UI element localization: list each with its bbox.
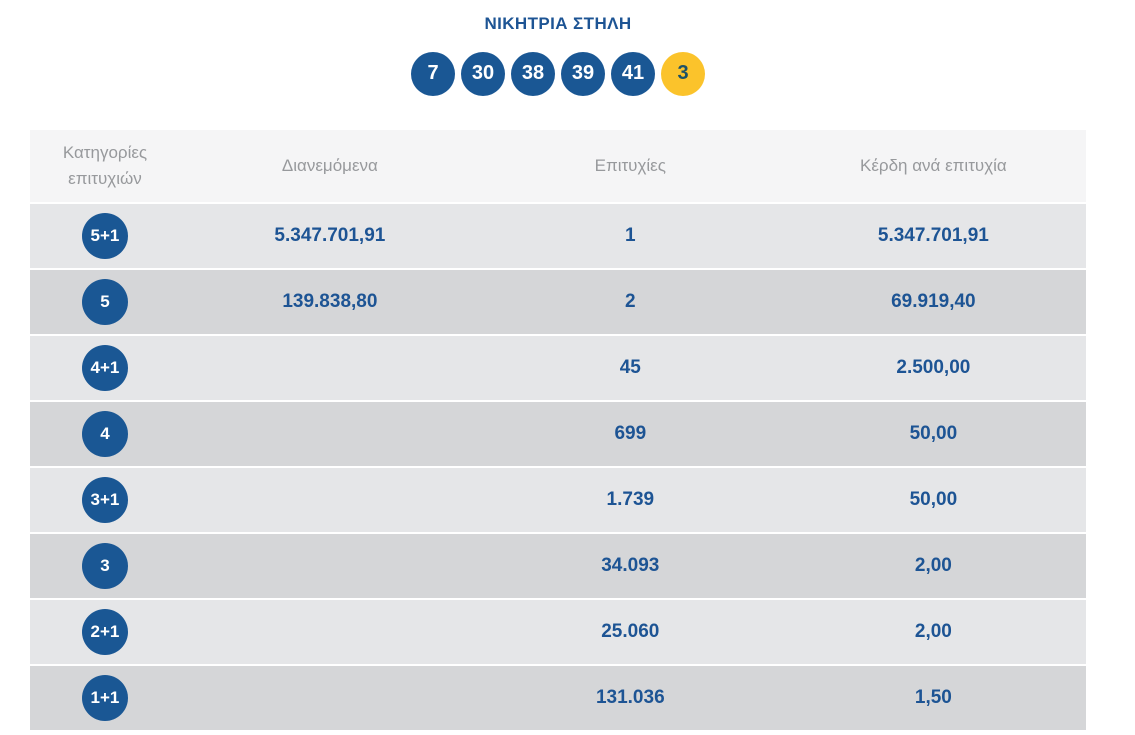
category-cell: 1+1 xyxy=(30,666,180,730)
category-cell: 3+1 xyxy=(30,468,180,532)
prize-cell: 2,00 xyxy=(914,621,952,642)
column-header-categories: Κατηγορίες επιτυχιών xyxy=(62,142,148,188)
table-row: 2+1 25.060 2,00 xyxy=(30,600,1086,664)
distributed-cell xyxy=(180,336,480,400)
winners-cell: 34.093 xyxy=(601,555,660,576)
prize-cell: 2,00 xyxy=(914,555,952,576)
winning-number-ball: 30 xyxy=(461,51,505,96)
winning-number-ball: 41 xyxy=(611,51,655,96)
column-header-prize: Κέρδη ανά επιτυχία xyxy=(860,155,1007,175)
distributed-cell xyxy=(180,600,480,664)
category-badge: 2+1 xyxy=(81,609,128,655)
winning-number-ball: 39 xyxy=(561,51,605,96)
category-badge: 5 xyxy=(81,279,128,325)
winning-number-ball: 38 xyxy=(511,51,555,96)
column-header-distributed: Διανεμόμενα xyxy=(281,155,378,175)
distributed-cell: 139.838,80 xyxy=(282,291,378,312)
prize-cell: 2.500,00 xyxy=(896,357,971,378)
joker-results-page: ΝΙΚΗΤΡΙΑ ΣΤΗΛΗ 7 30 38 39 41 3 Κατηγορίες επι… xyxy=(30,0,1086,730)
table-row: 5 139.838,80 2 69.919,40 xyxy=(30,270,1086,334)
winners-cell: 699 xyxy=(614,423,647,444)
table-row: 4 699 50,00 xyxy=(30,402,1086,466)
prize-cell: 50,00 xyxy=(909,423,958,444)
prize-cell: 50,00 xyxy=(909,489,958,510)
winners-cell: 45 xyxy=(619,357,641,378)
table-row: 3+1 1.739 50,00 xyxy=(30,468,1086,532)
category-cell: 4+1 xyxy=(30,336,180,400)
results-table-header: Κατηγορίες επιτυχιών Διανεμόμενα Επιτυχί… xyxy=(30,130,1086,202)
prize-cell: 1,50 xyxy=(914,687,952,708)
page-title: ΝΙΚΗΤΡΙΑ ΣΤΗΛΗ xyxy=(484,14,632,33)
winners-cell: 1 xyxy=(625,225,636,246)
distributed-cell xyxy=(180,666,480,730)
distributed-cell xyxy=(180,402,480,466)
category-badge: 4+1 xyxy=(81,345,128,391)
winners-cell: 1.739 xyxy=(606,489,655,510)
distributed-cell xyxy=(180,534,480,598)
distributed-cell xyxy=(180,468,480,532)
category-cell: 3 xyxy=(30,534,180,598)
category-cell: 4 xyxy=(30,402,180,466)
category-cell: 2+1 xyxy=(30,600,180,664)
winners-cell: 25.060 xyxy=(601,621,660,642)
column-header-winners: Επιτυχίες xyxy=(594,155,666,175)
table-row: 1+1 131.036 1,50 xyxy=(30,666,1086,730)
results-table: Κατηγορίες επιτυχιών Διανεμόμενα Επιτυχί… xyxy=(30,130,1086,730)
category-badge: 3 xyxy=(81,543,128,589)
prize-cell: 5.347.701,91 xyxy=(877,225,989,246)
category-badge: 3+1 xyxy=(81,477,128,523)
table-row: 3 34.093 2,00 xyxy=(30,534,1086,598)
distributed-cell: 5.347.701,91 xyxy=(274,225,386,246)
category-badge: 4 xyxy=(81,411,128,457)
winning-numbers: 7 30 38 39 41 3 xyxy=(30,51,1086,96)
results-table-body: 5+1 5.347.701,91 1 5.347.701,91 5 139.83… xyxy=(30,204,1086,730)
category-cell: 5 xyxy=(30,270,180,334)
winners-cell: 2 xyxy=(625,291,636,312)
category-badge: 5+1 xyxy=(81,213,128,259)
category-cell: 5+1 xyxy=(30,204,180,268)
category-badge: 1+1 xyxy=(81,675,128,721)
winning-number-ball: 7 xyxy=(411,51,455,96)
joker-number-ball: 3 xyxy=(661,51,705,96)
table-row: 5+1 5.347.701,91 1 5.347.701,91 xyxy=(30,204,1086,268)
prize-cell: 69.919,40 xyxy=(891,291,976,312)
table-row: 4+1 45 2.500,00 xyxy=(30,336,1086,400)
winners-cell: 131.036 xyxy=(595,687,665,708)
